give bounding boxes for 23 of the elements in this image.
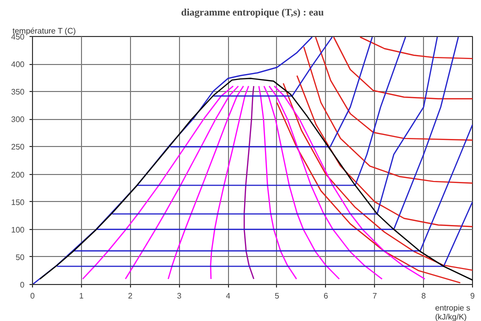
x-tick-label: 3 xyxy=(176,292,182,300)
y-tick-label: 150 xyxy=(11,198,26,207)
x-tick-label: 0 xyxy=(30,292,36,300)
x-tick-label: 7 xyxy=(372,292,378,300)
x-tick-label: 4 xyxy=(226,292,231,300)
y-tick-label: 50 xyxy=(16,252,26,262)
x-axis-title: entropie s (kJ/kg/K) xyxy=(435,304,470,321)
y-tick-label: 250 xyxy=(11,142,26,152)
y-tick-label: 450 xyxy=(11,32,26,42)
x-tick-label: 6 xyxy=(324,292,329,300)
y-tick-label: 350 xyxy=(11,88,26,97)
y-tick-label: 400 xyxy=(11,60,26,70)
x-tick-label: 2 xyxy=(128,292,134,300)
y-tick-label: 0 xyxy=(20,280,26,290)
x-tick-label: 8 xyxy=(421,292,426,300)
y-tick-label: 300 xyxy=(11,115,26,124)
chart-title: diagramme entropique (T,s) : eau xyxy=(181,8,324,18)
y-tick-label: 100 xyxy=(11,225,26,234)
y-tick-label: 200 xyxy=(11,170,26,180)
x-tick-label: 1 xyxy=(79,292,84,300)
x-tick-label: 5 xyxy=(274,292,280,300)
y-axis-title: température T (C) xyxy=(12,26,76,36)
x-tick-label: 9 xyxy=(470,292,476,300)
